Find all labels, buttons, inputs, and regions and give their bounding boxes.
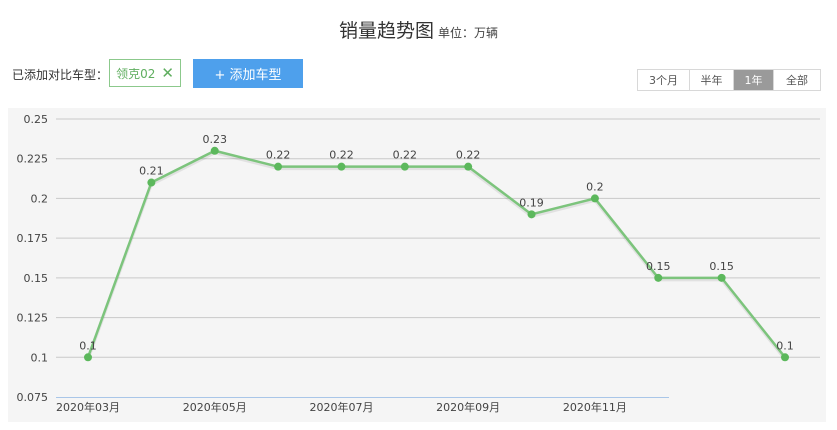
data-label: 0.2 (586, 180, 604, 193)
range-3-months[interactable]: 3个月 (638, 70, 690, 90)
y-tick-label: 0.175 (17, 232, 49, 245)
data-point[interactable] (654, 273, 663, 282)
data-point[interactable] (781, 353, 789, 362)
data-label: 0.22 (329, 149, 354, 162)
chart-panel: 0.075 0.1 0.125 0.15 0.175 0.2 0.225 0.25 2020年0… (8, 108, 826, 422)
data-label: 0.1 (79, 339, 97, 352)
time-range-selector: 3个月 半年 1年 全部 (637, 69, 821, 91)
y-tick-label: 0.1 (31, 351, 49, 364)
data-label: 0.22 (456, 149, 481, 162)
x-tick-label: 2020年03月 (56, 400, 120, 414)
data-label: 0.1 (776, 339, 794, 352)
data-point[interactable] (337, 162, 346, 171)
unit-label: 单位：万辆 (438, 26, 499, 40)
data-label: 0.22 (266, 149, 291, 162)
sales-trend-chart: 0.075 0.1 0.125 0.15 0.175 0.2 0.225 0.25 2020年0… (17, 113, 820, 414)
chart-header: 销量趋势图 单位：万辆 (0, 16, 837, 43)
data-label: 0.21 (139, 165, 164, 178)
add-model-button[interactable]: + 添加车型 (193, 59, 303, 88)
data-point[interactable] (147, 178, 156, 187)
data-label: 0.22 (393, 149, 418, 162)
compare-label: 已添加对比车型： (12, 68, 109, 82)
y-tick-label: 0.225 (17, 153, 49, 166)
series-line-shadow (86, 151, 787, 361)
data-point[interactable] (84, 353, 92, 362)
y-tick-label: 0.25 (24, 113, 49, 126)
y-tick-label: 0.2 (31, 192, 49, 205)
data-label: 0.15 (709, 260, 734, 273)
range-half-year[interactable]: 半年 (690, 70, 734, 90)
x-tick-label: 2020年07月 (309, 400, 373, 414)
range-all[interactable]: 全部 (774, 70, 820, 90)
data-point[interactable] (527, 210, 536, 219)
y-tick-label: 0.125 (17, 312, 49, 325)
data-point[interactable] (590, 194, 599, 203)
data-point[interactable] (274, 162, 283, 171)
close-icon[interactable]: ✕ (161, 63, 174, 82)
x-tick-label: 2020年11月 (563, 400, 627, 414)
data-label: 0.19 (519, 196, 544, 209)
data-point[interactable] (210, 146, 219, 155)
range-1-year[interactable]: 1年 (734, 70, 774, 90)
x-tick-label: 2020年09月 (436, 400, 500, 414)
data-point[interactable] (464, 162, 473, 171)
data-point[interactable] (400, 162, 409, 171)
series-line (86, 149, 786, 359)
y-tick-label: 0.15 (24, 272, 49, 285)
compare-chip-label: 领克02 (116, 66, 156, 81)
compare-chip-lynk02[interactable]: 领克02 ✕ (109, 59, 181, 87)
data-label: 0.23 (202, 133, 227, 146)
data-label: 0.15 (646, 260, 671, 273)
data-point[interactable] (717, 273, 726, 282)
y-tick-label: 0.075 (17, 391, 49, 404)
page-title: 销量趋势图 (338, 20, 434, 42)
x-tick-label: 2020年05月 (183, 400, 247, 414)
